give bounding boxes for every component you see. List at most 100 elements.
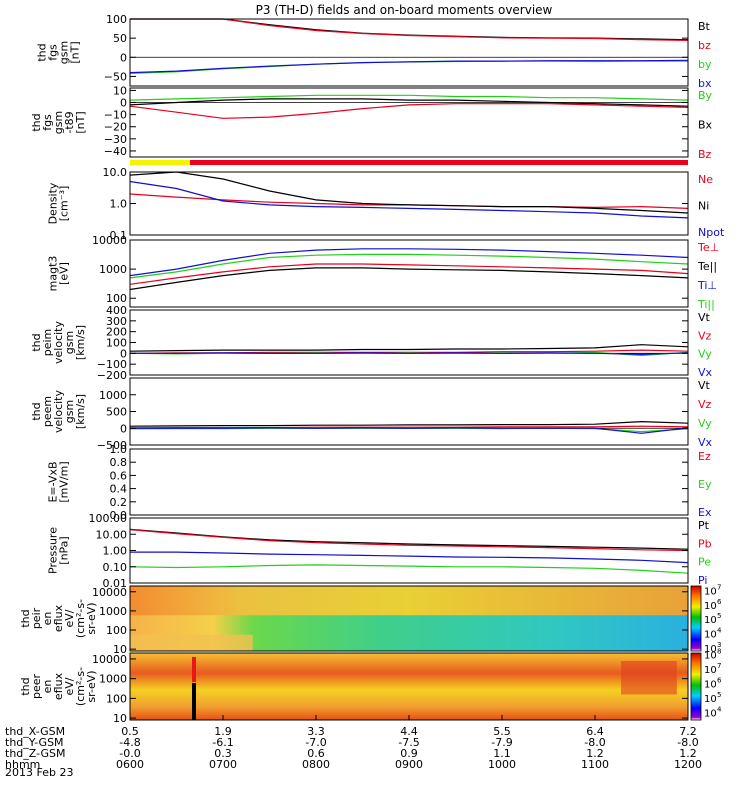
legend-label: bz bbox=[698, 39, 711, 52]
y-tick-label: 0.2 bbox=[110, 496, 128, 509]
time-axis-row-label: thd_X-GSM bbox=[5, 725, 65, 738]
legend-label: Vz bbox=[698, 329, 712, 342]
colorbar-tick-base: 10 bbox=[704, 680, 717, 691]
y-tick-label: 100 bbox=[106, 13, 127, 26]
y-tick-label: 10000 bbox=[92, 586, 127, 599]
time-axis-value: 6.4 bbox=[586, 725, 604, 738]
electron-flux-late-patch bbox=[621, 661, 677, 695]
y-tick-label: 0.01 bbox=[103, 577, 128, 590]
y-axis-label-line: [nT] bbox=[69, 41, 82, 63]
y-tick-label: 500 bbox=[106, 406, 127, 419]
y-axis-label-line: (cm²-s- bbox=[74, 667, 87, 706]
legend-label: Pe bbox=[698, 556, 711, 569]
y-tick-label: 400 bbox=[106, 304, 127, 317]
colorbar-tick-label: 10 7 bbox=[704, 583, 721, 597]
time-axis-value: -6.1 bbox=[212, 736, 233, 749]
legend-label: Ti|| bbox=[697, 298, 715, 311]
y-axis-label-line: -t89 bbox=[63, 111, 76, 133]
colorbar-tick-base: 10 bbox=[704, 709, 717, 720]
colorbar-tick-exponent: 3 bbox=[717, 641, 721, 649]
y-tick-label: 100 bbox=[106, 337, 127, 350]
y-tick-label: 300 bbox=[106, 315, 127, 328]
y-tick-label: 10000 bbox=[92, 653, 127, 666]
y-axis-label-line: gsm bbox=[52, 111, 65, 134]
y-axis-label-line: [nPa] bbox=[58, 536, 71, 564]
time-axis-value: 0800 bbox=[302, 758, 330, 771]
time-axis-value: 1000 bbox=[488, 758, 516, 771]
time-axis-value: -4.8 bbox=[119, 736, 140, 749]
y-axis-label-line: E=-VxB bbox=[47, 461, 60, 502]
colorbar-tick-base: 10 bbox=[704, 630, 717, 641]
legend-label: Pi bbox=[698, 574, 707, 587]
series-line-by-0 bbox=[129, 60, 688, 74]
y-axis-label-line: peir bbox=[30, 607, 43, 629]
panel-6: Ez Ey Ex 1.00.80.60.40.20.0 E=-VxB[mV/m] bbox=[47, 443, 712, 522]
time-axis-value: 1.2 bbox=[679, 747, 697, 760]
legend-label: Vy bbox=[698, 348, 712, 361]
legend-label: Vt bbox=[698, 311, 711, 324]
page-title: P3 (TH-D) fields and on-board moments ov… bbox=[256, 3, 553, 17]
colorbar-tick-label: 10 6 bbox=[704, 677, 722, 691]
y-axis-label-line: eflux bbox=[52, 604, 65, 632]
legend-label: Bx bbox=[698, 119, 713, 132]
y-axis-label-line: thd bbox=[19, 677, 32, 695]
time-axis-value: 3.3 bbox=[307, 725, 325, 738]
colorbar-tick-label: 10 3 bbox=[704, 641, 721, 655]
panel-frame bbox=[129, 171, 689, 236]
y-tick-label: 0.6 bbox=[110, 469, 128, 482]
colorbar-tick-label: 10 5 bbox=[704, 612, 721, 626]
legend-label: Bz bbox=[698, 148, 712, 161]
panel-2: Ne Ni Npot 10.0 1.0 0.1 Density[cm⁻³] bbox=[47, 166, 725, 242]
y-axis-label-line: velocity bbox=[52, 390, 65, 433]
colorbar-tick-base: 10 bbox=[704, 586, 717, 597]
time-axis-value: -7.0 bbox=[305, 736, 326, 749]
legend-label: Vz bbox=[698, 398, 712, 411]
time-axis-value: 0.9 bbox=[400, 747, 418, 760]
y-tick-label: −100 bbox=[97, 358, 127, 371]
legend-label: Vx bbox=[698, 366, 713, 379]
panel-frame bbox=[129, 377, 689, 446]
colorbar bbox=[690, 585, 702, 652]
y-axis-label-line: fgs bbox=[41, 114, 54, 131]
colorbar-tick-base: 10 bbox=[704, 601, 717, 612]
series-line-Ti-3 bbox=[129, 248, 689, 277]
series-line-Vt-4 bbox=[129, 344, 689, 352]
y-axis-label-line: peim bbox=[41, 329, 54, 357]
y-axis-label-line: Density bbox=[47, 182, 60, 224]
y-tick-label: −10 bbox=[104, 109, 127, 122]
y-tick-label: 1.0 bbox=[110, 443, 128, 456]
y-axis-label-line: fgs bbox=[47, 44, 60, 61]
y-tick-label: 1000 bbox=[99, 263, 127, 276]
y-axis-label-line: peem bbox=[41, 396, 54, 427]
y-tick-label: 100 bbox=[106, 692, 127, 705]
y-tick-label: 10.00 bbox=[96, 528, 128, 541]
y-tick-label: 1000 bbox=[99, 389, 127, 402]
legend-label: Bt bbox=[698, 20, 711, 33]
series-line-Vx-5 bbox=[130, 427, 689, 434]
series-line-By-1 bbox=[129, 94, 689, 101]
series-line-Bx-1 bbox=[129, 98, 689, 107]
series-line-Bz-1 bbox=[129, 103, 689, 119]
y-axis-label-line: [nT] bbox=[74, 111, 87, 133]
panel-frame bbox=[129, 448, 689, 516]
status-bar-red bbox=[190, 160, 688, 165]
y-tick-label: −200 bbox=[97, 369, 127, 382]
legend-label: Ez bbox=[698, 450, 711, 463]
time-axis-value: -0.0 bbox=[119, 747, 140, 760]
series-line-Ti-3 bbox=[129, 253, 689, 279]
colorbar-tick-exponent: 5 bbox=[717, 612, 721, 620]
y-axis-label-line: thd bbox=[36, 43, 49, 61]
legend-label: Vx bbox=[698, 436, 713, 449]
y-tick-label: 10000 bbox=[92, 234, 127, 247]
series-line-Te-3 bbox=[129, 267, 689, 291]
time-axis-value: 0700 bbox=[209, 758, 237, 771]
y-axis-label-line: eV/ bbox=[63, 677, 76, 695]
series-line-Ne-2 bbox=[129, 193, 689, 209]
series-line-Pt-7 bbox=[129, 528, 689, 550]
colorbar-tick-exponent: 6 bbox=[717, 598, 722, 606]
y-tick-label: 0.8 bbox=[110, 456, 128, 469]
